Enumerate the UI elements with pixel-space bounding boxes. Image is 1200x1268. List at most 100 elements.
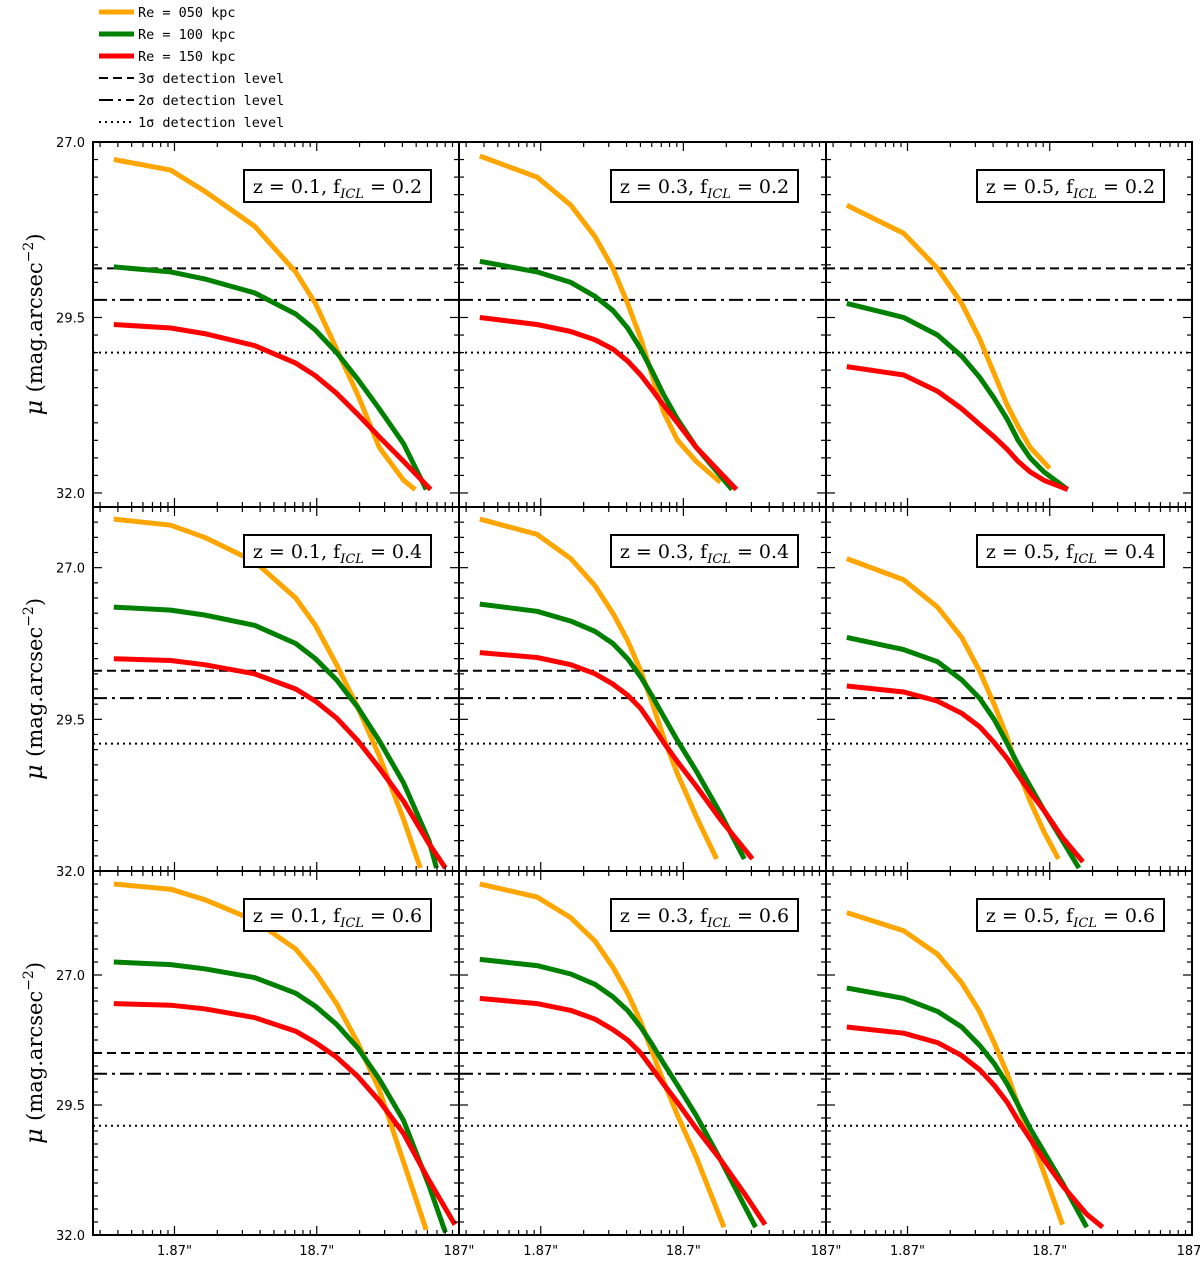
panel-2: z = 0.3, fICL = 0.2 [458, 141, 827, 508]
panel-label-f: = 0.4 [1097, 541, 1155, 563]
series-line-2 [479, 601, 747, 861]
series-line-3 [846, 364, 1069, 492]
panel-label-box [243, 534, 432, 568]
panel-8: 1.87" 18.7" 187" z = 0.3, fICL = 0.6 [458, 870, 842, 1259]
series-line-2 [846, 985, 1089, 1229]
legend: Re = 050 kpc Re = 100 kpc Re = 150 kpc 3σ d… [99, 5, 284, 131]
series-line-1 [479, 881, 727, 1229]
series-line-2 [113, 959, 448, 1234]
panel-label-f: = 0.6 [731, 905, 789, 927]
panel-label-f: = 0.2 [1097, 176, 1155, 198]
x-tick-label: 187" [1177, 1244, 1200, 1259]
panel-label-z: z = 0.3, f [620, 176, 709, 198]
series-line-1 [478, 153, 723, 485]
panel-7: 27.0 29.5 32.0 1.87" 18.7" 187" z = 0.1, fICL … [56, 870, 474, 1259]
panel-label-f: = 0.4 [731, 541, 789, 563]
panel-label-f: = 0.2 [364, 176, 422, 198]
panel-label-z: z = 0.1, f [253, 176, 342, 198]
panel-label-subscript: ICL [1072, 187, 1097, 202]
series-line-2 [113, 604, 439, 869]
panel-label-box [976, 534, 1165, 568]
x-tick-label: 1.87" [523, 1244, 558, 1259]
panel-label: z = 0.1, fICL = 0.4 [253, 541, 422, 567]
series-line-3 [479, 315, 739, 492]
series-line-2 [846, 300, 1070, 492]
series-line-1 [845, 556, 1061, 861]
series-line-3 [113, 656, 448, 870]
panel-5: z = 0.3, fICL = 0.4 [458, 506, 827, 872]
panel-label-subscript: ICL [706, 187, 731, 202]
x-tick-label: 187" [811, 1244, 842, 1259]
y-axis-label-row-1: μ (mag.arcsec−2) [20, 233, 48, 415]
panel-6: z = 0.5, fICL = 0.4 [825, 506, 1193, 872]
y-label-mu: μ [20, 1121, 48, 1144]
series-line-1 [113, 516, 423, 869]
series-line-1 [113, 157, 417, 492]
y-tick-label: 29.5 [56, 713, 85, 728]
panel-label: z = 0.1, fICL = 0.6 [253, 905, 422, 931]
series-line-2 [479, 258, 734, 492]
y-tick-label: 27.0 [56, 562, 85, 577]
y-tick-label: 29.5 [56, 1099, 85, 1114]
panel-label: z = 0.5, fICL = 0.6 [986, 905, 1155, 931]
legend-label-2: Re = 150 kpc [138, 49, 236, 65]
panel-label-f: = 0.6 [364, 905, 422, 927]
panel-label-subscript: ICL [706, 552, 731, 567]
panel-1: 27.0 29.5 32.0 z = 0.1, fICL = 0.2 [56, 136, 460, 508]
panel-label: z = 0.5, fICL = 0.2 [986, 176, 1155, 202]
panel-label: z = 0.5, fICL = 0.4 [986, 541, 1155, 567]
y-label-close: ) [23, 233, 47, 241]
panel-label-subscript: ICL [339, 916, 364, 931]
y-label-unit: (mag.arcsec [23, 262, 47, 392]
y-label-exponent: −2 [21, 970, 37, 991]
y-axis-labels: μ (mag.arcsec−2)μ (mag.arcsec−2)μ (mag.a… [20, 233, 48, 1144]
panel-label-box [610, 169, 799, 203]
series-line-3 [479, 995, 768, 1226]
panel-label-f: = 0.2 [731, 176, 789, 198]
y-tick-label: 32.0 [56, 865, 85, 880]
series-line-2 [479, 956, 758, 1229]
series-line-3 [846, 1024, 1105, 1230]
series-line-1 [479, 516, 719, 860]
legend-label-3: 3σ detection level [138, 71, 284, 87]
series-line-1 [113, 881, 429, 1231]
series-line-3 [113, 322, 433, 492]
panel-label-box [243, 169, 432, 203]
panel-9: 1.87" 18.7" 187" z = 0.5, fICL = 0.6 [825, 870, 1200, 1259]
y-label-close: ) [23, 598, 47, 606]
panel-label: z = 0.3, fICL = 0.4 [620, 541, 789, 567]
x-tick-label: 18.7" [1032, 1244, 1067, 1259]
legend-label-0: Re = 050 kpc [138, 5, 236, 21]
y-tick-label: 29.5 [56, 311, 85, 326]
y-tick-label: 27.0 [56, 969, 85, 984]
panel-label-subscript: ICL [339, 552, 364, 567]
panel-label-z: z = 0.3, f [620, 905, 709, 927]
panel-label: z = 0.3, fICL = 0.2 [620, 176, 789, 202]
y-tick-label: 32.0 [56, 1229, 85, 1244]
y-label-mu: μ [20, 757, 48, 780]
y-label-close: ) [23, 962, 47, 970]
series-line-2 [113, 264, 429, 491]
series-line-3 [479, 650, 755, 861]
y-label-mu: μ [20, 392, 48, 415]
y-label-unit: (mag.arcsec [23, 627, 47, 757]
panel-label-z: z = 0.5, f [986, 541, 1075, 563]
panel-label-box [610, 898, 799, 932]
y-label-exponent: −2 [21, 242, 37, 263]
y-tick-label: 32.0 [56, 487, 85, 502]
panel-label-box [610, 534, 799, 568]
panel-label: z = 0.3, fICL = 0.6 [620, 905, 789, 931]
panel-label-box [976, 898, 1165, 932]
x-tick-label: 18.7" [299, 1244, 334, 1259]
y-tick-label: 27.0 [56, 136, 85, 151]
panel-label: z = 0.1, fICL = 0.2 [253, 176, 422, 202]
panel-label-subscript: ICL [706, 916, 731, 931]
series-line-1 [846, 910, 1065, 1226]
panel-label-f: = 0.4 [364, 541, 422, 563]
x-tick-label: 1.87" [890, 1244, 925, 1259]
legend-label-4: 2σ detection level [138, 93, 284, 109]
x-tick-label: 18.7" [666, 1244, 701, 1259]
y-axis-label-row-3: μ (mag.arcsec−2) [20, 962, 48, 1144]
y-label-exponent: −2 [21, 606, 37, 627]
panel-3: z = 0.5, fICL = 0.2 [825, 141, 1193, 508]
